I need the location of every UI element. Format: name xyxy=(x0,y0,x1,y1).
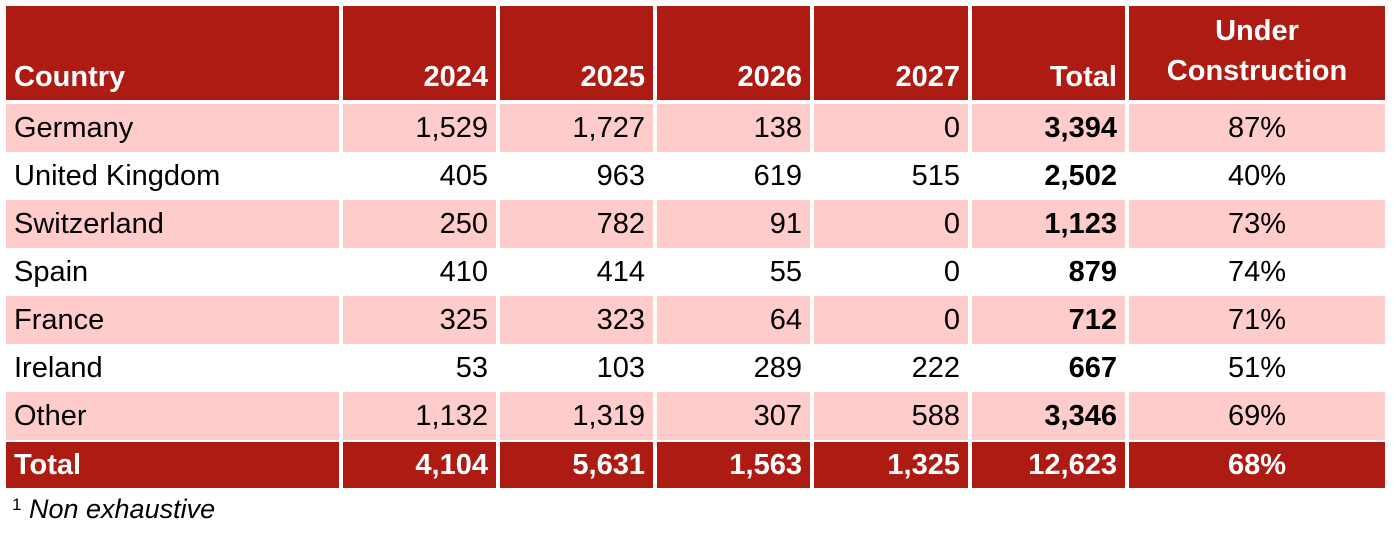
table-row: Spain 410 414 55 0 879 74% xyxy=(6,248,1387,296)
header-country: Country xyxy=(6,6,343,100)
cell-total: 712 xyxy=(972,296,1129,344)
cell-2027: 0 xyxy=(814,200,972,248)
cell-2025: 1,319 xyxy=(500,392,657,440)
cell-country: Other xyxy=(6,392,343,440)
cell-under-construction: 40% xyxy=(1129,152,1385,200)
total-under-construction: 68% xyxy=(1129,442,1385,488)
cell-2026: 91 xyxy=(657,200,814,248)
cell-total: 3,394 xyxy=(972,104,1129,152)
cell-2027: 0 xyxy=(814,296,972,344)
cell-2027: 0 xyxy=(814,248,972,296)
cell-2025: 414 xyxy=(500,248,657,296)
cell-2027: 222 xyxy=(814,344,972,392)
cell-country: Germany xyxy=(6,104,343,152)
cell-country: United Kingdom xyxy=(6,152,343,200)
table-row: France 325 323 64 0 712 71% xyxy=(6,296,1387,344)
cell-country: Switzerland xyxy=(6,200,343,248)
cell-2026: 307 xyxy=(657,392,814,440)
cell-total: 3,346 xyxy=(972,392,1129,440)
cell-2024: 325 xyxy=(343,296,500,344)
table-row: United Kingdom 405 963 619 515 2,502 40% xyxy=(6,152,1387,200)
header-2027: 2027 xyxy=(814,6,972,100)
cell-total: 879 xyxy=(972,248,1129,296)
footnote-marker: 1 xyxy=(12,495,22,514)
cell-country: Ireland xyxy=(6,344,343,392)
cell-under-construction: 51% xyxy=(1129,344,1385,392)
cell-under-construction: 73% xyxy=(1129,200,1385,248)
capacity-table: Country 2024 2025 2026 2027 Total Under … xyxy=(6,6,1387,488)
cell-under-construction: 69% xyxy=(1129,392,1385,440)
cell-2025: 1,727 xyxy=(500,104,657,152)
cell-2026: 619 xyxy=(657,152,814,200)
cell-2025: 103 xyxy=(500,344,657,392)
cell-2026: 138 xyxy=(657,104,814,152)
total-2024: 4,104 xyxy=(343,442,500,488)
table-header: Country 2024 2025 2026 2027 Total Under … xyxy=(6,6,1387,104)
table-row: Germany 1,529 1,727 138 0 3,394 87% xyxy=(6,104,1387,152)
header-total: Total xyxy=(972,6,1129,100)
header-2026: 2026 xyxy=(657,6,814,100)
header-under-line1: Under xyxy=(1215,15,1299,47)
cell-2027: 588 xyxy=(814,392,972,440)
cell-2026: 289 xyxy=(657,344,814,392)
cell-under-construction: 87% xyxy=(1129,104,1385,152)
header-2024: 2024 xyxy=(343,6,500,100)
cell-2024: 410 xyxy=(343,248,500,296)
cell-2025: 963 xyxy=(500,152,657,200)
cell-2024: 405 xyxy=(343,152,500,200)
cell-under-construction: 74% xyxy=(1129,248,1385,296)
cell-2024: 1,132 xyxy=(343,392,500,440)
cell-2026: 64 xyxy=(657,296,814,344)
table-row: Other 1,132 1,319 307 588 3,346 69% xyxy=(6,392,1387,440)
total-total: 12,623 xyxy=(972,442,1129,488)
cell-under-construction: 71% xyxy=(1129,296,1385,344)
header-2025: 2025 xyxy=(500,6,657,100)
cell-2024: 1,529 xyxy=(343,104,500,152)
cell-total: 2,502 xyxy=(972,152,1129,200)
cell-country: France xyxy=(6,296,343,344)
cell-2025: 323 xyxy=(500,296,657,344)
table-row: Ireland 53 103 289 222 667 51% xyxy=(6,344,1387,392)
total-2027: 1,325 xyxy=(814,442,972,488)
cell-total: 667 xyxy=(972,344,1129,392)
total-2026: 1,563 xyxy=(657,442,814,488)
header-under-line2: Construction xyxy=(1166,55,1348,87)
footnote: 1 Non exhaustive xyxy=(12,494,215,525)
table-total-row: Total 4,104 5,631 1,563 1,325 12,623 68% xyxy=(6,440,1387,488)
total-2025: 5,631 xyxy=(500,442,657,488)
footnote-text: Non exhaustive xyxy=(28,494,216,524)
total-label: Total xyxy=(6,442,343,488)
cell-2024: 53 xyxy=(343,344,500,392)
cell-2027: 515 xyxy=(814,152,972,200)
header-under-construction: Under Construction xyxy=(1129,6,1385,100)
cell-2024: 250 xyxy=(343,200,500,248)
table-row: Switzerland 250 782 91 0 1,123 73% xyxy=(6,200,1387,248)
cell-country: Spain xyxy=(6,248,343,296)
cell-total: 1,123 xyxy=(972,200,1129,248)
cell-2027: 0 xyxy=(814,104,972,152)
cell-2025: 782 xyxy=(500,200,657,248)
cell-2026: 55 xyxy=(657,248,814,296)
